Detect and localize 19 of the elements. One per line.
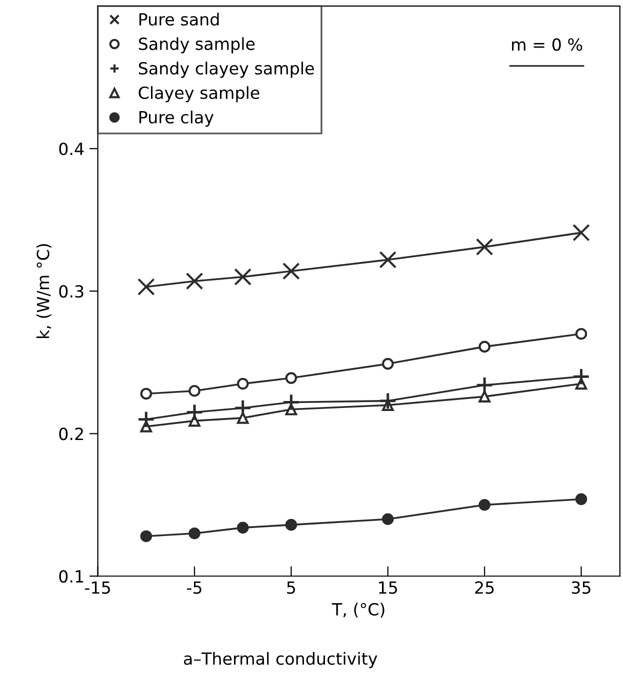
y-tick-label: 0.1 (59, 570, 84, 583)
y-axis-title: k, (W/m °C) (36, 244, 52, 338)
y-tick-label: 0.4 (59, 142, 84, 156)
legend-label: Sandy clayey sample (138, 62, 314, 78)
legend-label: Pure sand (139, 12, 219, 26)
legend-label: Clayey sample (138, 86, 260, 102)
x-tick-label: -15 (85, 582, 110, 594)
x-tick-label: 15 (379, 582, 397, 594)
x-tick-label: 35 (572, 581, 590, 594)
x-tick-label: 5 (287, 582, 296, 594)
legend-label: Pure clay (139, 110, 214, 127)
x-tick-label: 25 (475, 581, 494, 594)
x-axis-title: T, (°C) (332, 602, 384, 618)
legend-label: Sandy sample (138, 37, 255, 54)
text: a–Thermal conductivity (184, 652, 378, 668)
x-tick-label: -5 (187, 582, 202, 594)
y-tick-label: 0.3 (59, 285, 84, 298)
annotation: m = 0 % (512, 38, 582, 51)
y-tick-label: 0.2 (59, 428, 83, 440)
